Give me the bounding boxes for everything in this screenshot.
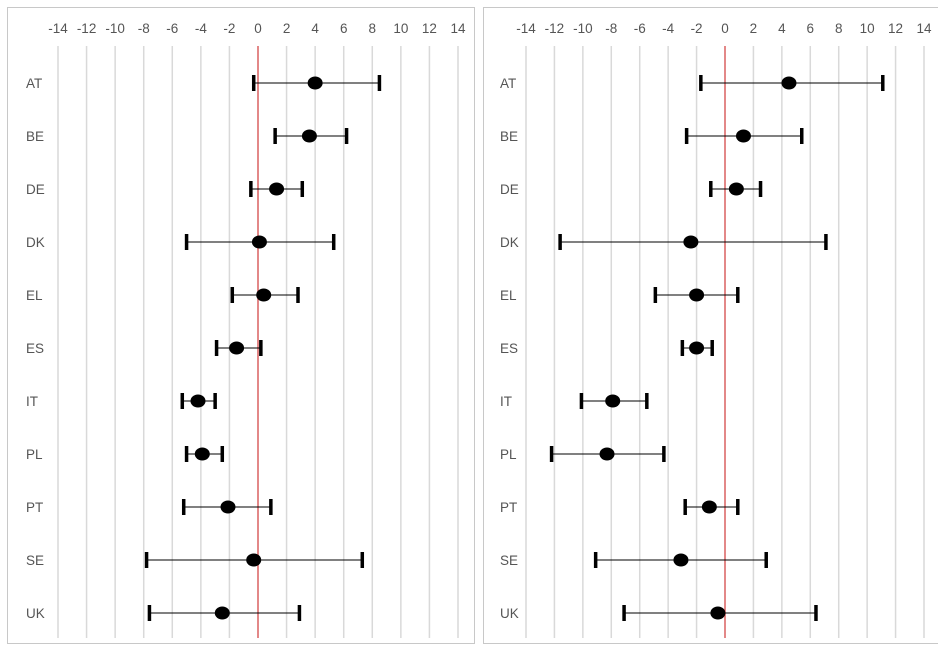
x-tick-label: -14 (48, 21, 68, 36)
point-estimate (246, 553, 262, 567)
category-label: AT (500, 76, 516, 91)
category-label: IT (26, 394, 38, 409)
forest-plot-left: -14 -12 -10 -8 -6 -4 -2 0 2 4 6 8 10 12 14 AT BE DE DK EL ES… (26, 21, 466, 638)
point-estimate (781, 76, 797, 90)
x-tick-label: 4 (778, 21, 786, 36)
point-estimate (710, 606, 726, 620)
category-label: SE (26, 553, 44, 568)
category-label: ES (26, 341, 44, 356)
x-tick-label: 14 (916, 21, 932, 36)
x-tick-label: -12 (77, 21, 97, 36)
point-estimate (701, 500, 717, 514)
x-tick-label: 2 (283, 21, 291, 36)
point-estimate (251, 235, 267, 249)
x-tick-label: 6 (807, 21, 815, 36)
category-label: UK (500, 606, 519, 621)
x-tick-label: 0 (254, 21, 262, 36)
point-estimate (194, 447, 210, 461)
point-estimate (214, 606, 230, 620)
point-estimate (229, 341, 245, 355)
point-estimate (301, 129, 317, 143)
forest-plot-right: -14 -12 -10 -8 -6 -4 -2 0 2 4 6 8 10 12 14 AT BE DE DK EL ES… (500, 21, 932, 638)
category-label: UK (26, 606, 45, 621)
x-tick-label: -2 (223, 21, 235, 36)
category-label: DK (26, 235, 45, 250)
x-tick-label: -12 (545, 21, 565, 36)
category-label: IT (500, 394, 512, 409)
category-label: BE (500, 129, 518, 144)
point-estimate (735, 129, 751, 143)
x-tick-label: -4 (662, 21, 674, 36)
point-estimate (307, 76, 323, 90)
category-label: PT (26, 500, 43, 515)
chart-panel-left: -14 -12 -10 -8 -6 -4 -2 0 2 4 6 8 10 12 14 AT BE DE DK EL ES… (7, 7, 475, 644)
x-tick-label: -8 (605, 21, 617, 36)
x-tick-label: -10 (105, 21, 125, 36)
point-estimate (683, 235, 699, 249)
point-estimate (269, 182, 285, 196)
category-label: EL (26, 288, 43, 303)
x-tick-label: 10 (860, 21, 875, 36)
chart-panel-right: -14 -12 -10 -8 -6 -4 -2 0 2 4 6 8 10 12 14 AT BE DE DK EL ES… (483, 7, 938, 644)
point-estimate (605, 394, 621, 408)
category-label: SE (500, 553, 518, 568)
x-tick-label: -4 (195, 21, 207, 36)
x-tick-label: 8 (835, 21, 843, 36)
x-tick-label: -10 (573, 21, 593, 36)
x-tick-label: -8 (138, 21, 150, 36)
point-estimate (689, 288, 705, 302)
category-label: BE (26, 129, 44, 144)
category-label: DK (500, 235, 519, 250)
category-label: DE (26, 182, 45, 197)
point-estimate (673, 553, 689, 567)
x-tick-label: 10 (393, 21, 408, 36)
x-tick-label: -2 (691, 21, 703, 36)
x-tick-label: -6 (166, 21, 178, 36)
point-estimate (599, 447, 615, 461)
category-label: DE (500, 182, 519, 197)
point-estimate (256, 288, 272, 302)
x-tick-label: 8 (369, 21, 377, 36)
category-label: PT (500, 500, 517, 515)
x-tick-label: 12 (422, 21, 437, 36)
category-label: EL (500, 288, 517, 303)
x-tick-label: -14 (516, 21, 536, 36)
point-estimate (220, 500, 236, 514)
x-tick-label: 6 (340, 21, 348, 36)
point-estimate (728, 182, 744, 196)
category-label: ES (500, 341, 518, 356)
category-label: PL (500, 447, 517, 462)
x-tick-label: 12 (888, 21, 903, 36)
x-tick-label: 14 (450, 21, 466, 36)
category-label: AT (26, 76, 42, 91)
point-estimate (689, 341, 705, 355)
x-tick-label: 4 (311, 21, 319, 36)
point-estimate (190, 394, 206, 408)
category-label: PL (26, 447, 43, 462)
x-tick-label: 0 (721, 21, 729, 36)
x-tick-label: -6 (634, 21, 646, 36)
x-tick-label: 2 (750, 21, 758, 36)
